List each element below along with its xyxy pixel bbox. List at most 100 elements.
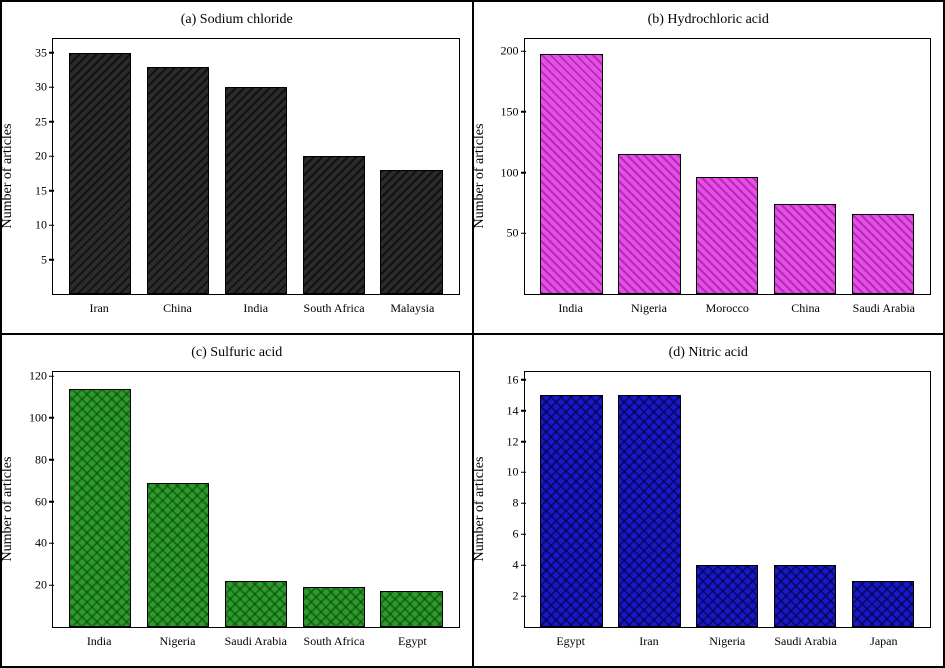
panel-title: (b) Hydrochloric acid [648, 12, 769, 28]
bar-slot [217, 372, 295, 627]
x-labels-row: IranChinaIndiaSouth AfricaMalaysia [52, 297, 460, 325]
x-labels-row: IndiaNigeriaMoroccoChinaSaudi Arabia [524, 297, 932, 325]
y-tick: 10 [507, 465, 525, 480]
bar [380, 170, 442, 294]
bar-slot [373, 39, 451, 294]
bar-slot [766, 39, 844, 294]
x-tick-label: Morocco [688, 297, 766, 316]
y-axis-label: Number of articles [472, 456, 488, 561]
x-tick-label: India [217, 297, 295, 316]
bar-slot [688, 372, 766, 627]
x-labels-row: IndiaNigeriaSaudi ArabiaSouth AfricaEgyp… [52, 630, 460, 658]
y-tick: 100 [501, 165, 525, 180]
y-tick: 100 [29, 410, 53, 425]
bars-row [53, 372, 459, 627]
y-tick: 50 [507, 226, 525, 241]
panel-title: (d) Nitric acid [669, 345, 748, 361]
plot-area: 20406080100120 [52, 371, 460, 628]
bar [69, 53, 131, 294]
y-axis-label: Number of articles [472, 123, 488, 228]
bar [852, 214, 914, 294]
x-tick-label: China [766, 297, 844, 316]
bars-row [525, 39, 931, 294]
bar-slot [610, 372, 688, 627]
bar [852, 581, 914, 627]
panel-d: (d) Nitric acidNumber of articles2468101… [473, 334, 945, 667]
x-tick-label: Egypt [373, 630, 451, 649]
bar-slot [533, 372, 611, 627]
bar [69, 389, 131, 627]
x-labels-row: EgyptIranNigeriaSaudi ArabiaJapan [524, 630, 932, 658]
x-tick-label: Saudi Arabia [845, 297, 923, 316]
y-tick: 20 [35, 578, 53, 593]
panel-c: (c) Sulfuric acidNumber of articles20406… [1, 334, 473, 667]
x-tick-label: Japan [845, 630, 923, 649]
bar [303, 587, 365, 627]
y-tick: 150 [501, 104, 525, 119]
y-tick: 60 [35, 494, 53, 509]
bar [696, 177, 758, 294]
plot-area: 5101520253035 [52, 38, 460, 295]
x-tick-label: India [60, 630, 138, 649]
bar [618, 395, 680, 627]
panel-b: (b) Hydrochloric acid Number of articles 5… [473, 1, 945, 334]
bar-slot [295, 372, 373, 627]
y-tick: 120 [29, 369, 53, 384]
y-tick: 16 [507, 372, 525, 387]
bar [618, 154, 680, 294]
bars-row [525, 372, 931, 627]
chart-grid: (a) Sodium chlorideNumber of articles510… [0, 0, 945, 668]
bar [696, 565, 758, 627]
x-tick-label: Nigeria [138, 630, 216, 649]
bar-slot [139, 372, 217, 627]
x-tick-label: Nigeria [610, 297, 688, 316]
x-tick-label: China [138, 297, 216, 316]
bar-slot [766, 372, 844, 627]
y-tick: 35 [35, 45, 53, 60]
y-tick: 20 [35, 149, 53, 164]
y-tick: 2 [513, 589, 525, 604]
bar-slot [217, 39, 295, 294]
plot-area: 246810121416 [524, 371, 932, 628]
bar-slot [61, 39, 139, 294]
x-tick-label: Malaysia [373, 297, 451, 316]
bar-slot [61, 372, 139, 627]
bar [225, 581, 287, 627]
x-tick-label: Iran [610, 630, 688, 649]
bar [303, 156, 365, 294]
bars-row [53, 39, 459, 294]
bar-slot [844, 39, 922, 294]
bar-slot [295, 39, 373, 294]
y-tick: 15 [35, 183, 53, 198]
x-tick-label: India [532, 297, 610, 316]
panel-a: (a) Sodium chlorideNumber of articles510… [1, 1, 473, 334]
y-tick: 5 [41, 252, 53, 267]
panel-title: (c) Sulfuric acid [191, 345, 282, 361]
y-tick: 8 [513, 496, 525, 511]
x-tick-label: Nigeria [688, 630, 766, 649]
y-tick: 4 [513, 558, 525, 573]
x-tick-label: Saudi Arabia [217, 630, 295, 649]
bar [225, 87, 287, 294]
bar [147, 483, 209, 627]
bar-slot [610, 39, 688, 294]
plot-area: 50100150200 [524, 38, 932, 295]
bar [380, 591, 442, 627]
y-tick: 80 [35, 452, 53, 467]
y-tick: 6 [513, 527, 525, 542]
y-tick: 40 [35, 536, 53, 551]
y-tick: 30 [35, 80, 53, 95]
x-tick-label: Saudi Arabia [766, 630, 844, 649]
x-tick-label: Iran [60, 297, 138, 316]
bar [540, 54, 602, 294]
y-tick: 10 [35, 218, 53, 233]
bar [774, 204, 836, 294]
y-tick: 25 [35, 114, 53, 129]
y-axis-label: Number of articles [0, 456, 16, 561]
bar [540, 395, 602, 627]
bar-slot [139, 39, 217, 294]
x-tick-label: South Africa [295, 630, 373, 649]
y-tick: 200 [501, 44, 525, 59]
y-axis-label: Number of articles [0, 123, 16, 228]
bar-slot [373, 372, 451, 627]
